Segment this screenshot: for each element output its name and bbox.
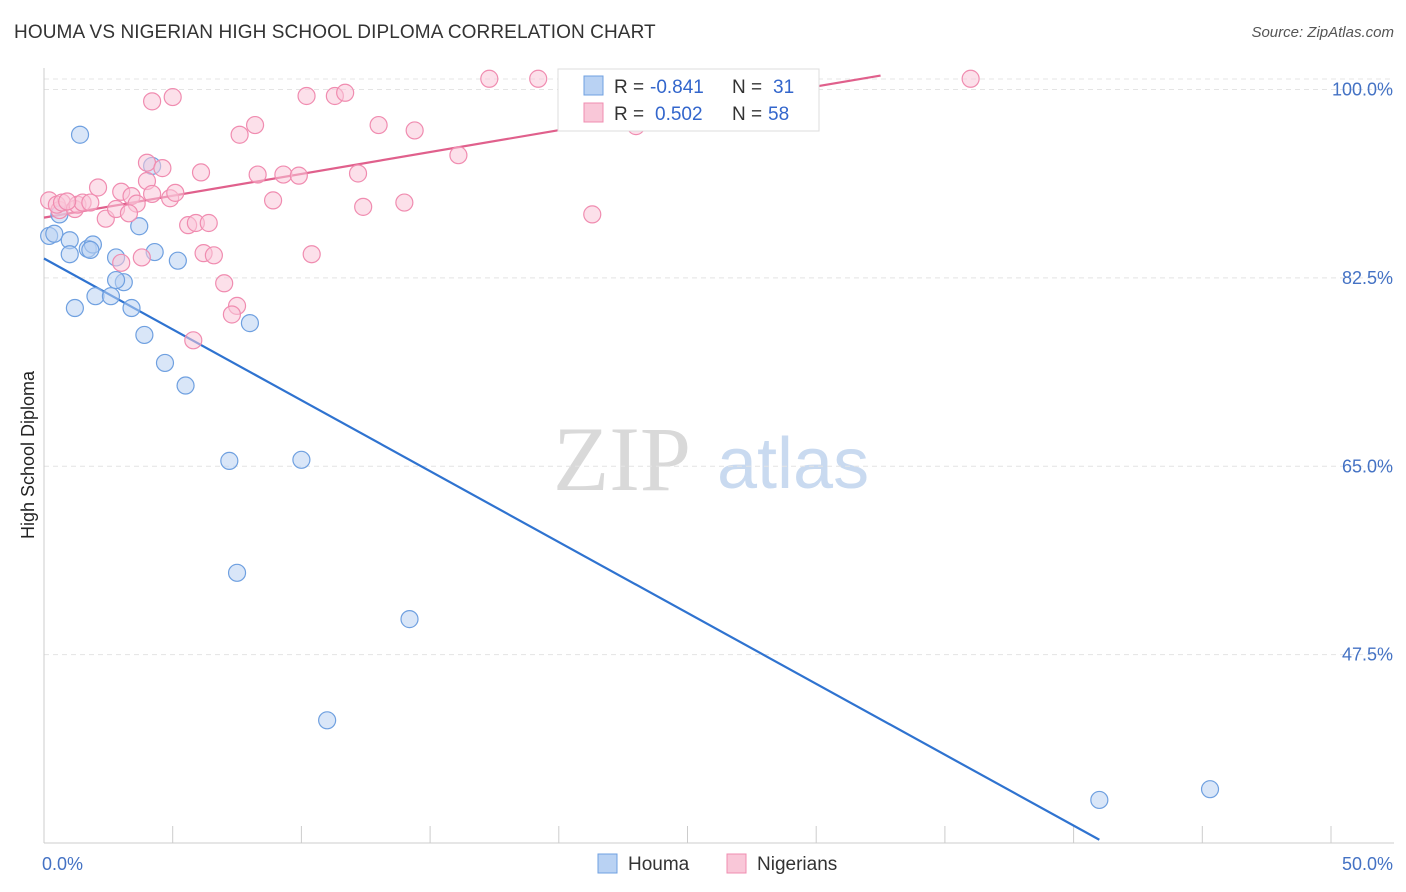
watermark-zip: ZIP (553, 408, 691, 510)
point-nigerians (274, 165, 293, 184)
stats-n-value-nigerians: 58 (768, 104, 789, 125)
stats-legend: R = -0.841 N = 31 R = 0.502 N = 58 (557, 68, 820, 132)
point-nigerians (143, 184, 162, 204)
stats-r-label-nigerians: R = (614, 104, 644, 125)
legend-label-nigerians: Nigerians (757, 854, 837, 875)
point-nigerians (184, 331, 203, 350)
point-nigerians (245, 115, 265, 135)
point-nigerians (395, 193, 414, 212)
point-nigerians (405, 121, 424, 140)
stats-swatch-nigerians (583, 102, 604, 123)
point-nigerians (137, 153, 157, 172)
point-houma (106, 270, 126, 290)
point-nigerians (199, 213, 218, 233)
point-nigerians (354, 197, 373, 216)
stats-n-label-nigerians: N = (732, 104, 762, 125)
point-nigerians (529, 69, 548, 88)
stats-r-value-houma: -0.841 (650, 77, 704, 98)
point-nigerians (348, 164, 368, 183)
point-nigerians (449, 146, 468, 165)
x-tick-label-max: 50.0% (1342, 854, 1393, 874)
point-nigerians (248, 165, 267, 184)
point-nigerians (166, 183, 185, 202)
point-nigerians (302, 245, 321, 264)
point-houma (176, 376, 195, 395)
point-nigerians (583, 205, 602, 224)
point-nigerians (58, 192, 77, 211)
point-houma (65, 298, 84, 318)
point-nigerians (153, 159, 172, 178)
stats-r-value-nigerians: 0.502 (655, 104, 703, 125)
point-nigerians (230, 125, 249, 144)
point-houma (130, 217, 149, 236)
y-tick-label: 82.5% (1342, 268, 1393, 288)
point-houma (168, 251, 187, 270)
chart-source: Source: ZipAtlas.com (1251, 24, 1394, 41)
point-houma (318, 711, 337, 730)
point-nigerians (215, 274, 234, 293)
point-houma (1090, 790, 1109, 810)
point-nigerians (81, 193, 100, 212)
legend-swatch-nigerians (726, 853, 747, 874)
point-houma (122, 298, 141, 318)
y-tick-label: 65.0% (1342, 456, 1393, 476)
series-legend: Houma Nigerians (597, 853, 837, 875)
point-nigerians (480, 69, 499, 88)
point-nigerians (297, 86, 316, 106)
point-houma (70, 125, 90, 144)
point-nigerians (336, 83, 355, 102)
y-tick-labels: 100.0% 82.5% 65.0% 47.5% (1332, 80, 1393, 665)
watermark-atlas: atlas (717, 424, 869, 504)
point-houma (155, 353, 175, 373)
stats-n-label-houma: N = (732, 77, 762, 98)
point-houma (86, 287, 105, 306)
chart-title: HOUMA VS NIGERIAN HIGH SCHOOL DIPLOMA CO… (14, 22, 656, 43)
point-houma (81, 240, 100, 260)
point-nigerians (204, 246, 223, 265)
point-nigerians (132, 248, 151, 267)
point-nigerians (163, 87, 182, 107)
point-nigerians (119, 204, 139, 223)
point-nigerians (289, 166, 308, 185)
x-tick-label-min: 0.0% (42, 854, 83, 874)
point-houma (227, 563, 247, 582)
y-axis-label: High School Diploma (18, 370, 38, 539)
point-nigerians (222, 305, 242, 324)
stats-n-value-houma: 31 (773, 77, 794, 98)
point-houma (400, 610, 419, 629)
point-houma (220, 451, 239, 470)
point-houma (101, 287, 121, 306)
legend-label-houma: Houma (628, 854, 690, 875)
point-houma (1200, 780, 1220, 799)
point-houma (240, 314, 260, 333)
data-points (40, 69, 1220, 810)
point-houma (60, 245, 79, 264)
point-houma (292, 450, 311, 469)
point-nigerians (961, 69, 980, 88)
stats-r-label-houma: R = (614, 77, 644, 98)
point-nigerians (369, 115, 388, 135)
trend-line-houma (43, 257, 1100, 841)
point-nigerians (263, 191, 283, 210)
point-nigerians (88, 178, 108, 197)
stats-swatch-houma (583, 75, 604, 96)
point-houma (45, 224, 64, 243)
legend-swatch-houma (597, 853, 618, 874)
y-tick-label: 47.5% (1342, 645, 1393, 665)
point-nigerians (191, 163, 211, 182)
point-nigerians (143, 92, 162, 111)
y-tick-label: 100.0% (1332, 80, 1393, 100)
point-nigerians (112, 253, 131, 272)
gridlines (44, 78, 1394, 656)
point-houma (135, 325, 154, 345)
